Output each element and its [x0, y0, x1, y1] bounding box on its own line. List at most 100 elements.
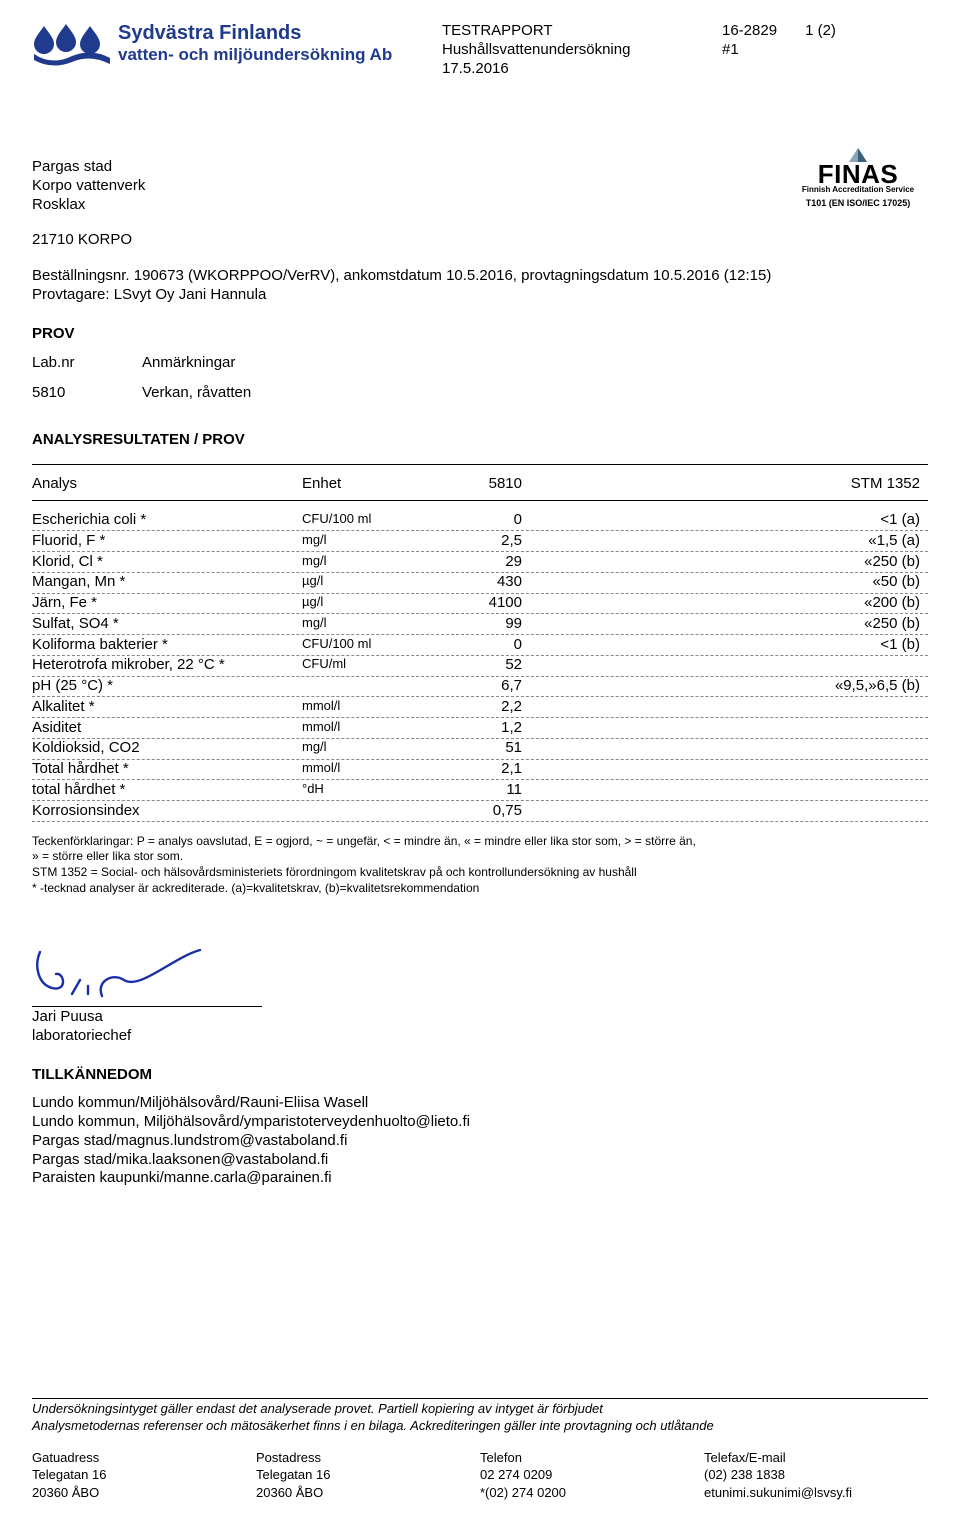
- footer-col-line: *(02) 274 0200: [480, 1484, 704, 1502]
- col-head-val: 5810: [432, 475, 552, 494]
- cell-stm: «50 (b): [552, 573, 928, 592]
- divider: [32, 500, 928, 501]
- cell-enhet: µg/l: [302, 573, 432, 592]
- cell-stm: «9,5,»6,5 (b): [552, 677, 928, 696]
- signer-title: laboratoriechef: [32, 1027, 928, 1046]
- tk-line: Pargas stad/magnus.lundstrom@vastaboland…: [32, 1132, 928, 1151]
- finas-sub: Finnish Accreditation Service: [788, 185, 928, 195]
- table-row: Järn, Fe *µg/l4100«200 (b): [32, 594, 928, 615]
- cell-value: 99: [432, 615, 552, 634]
- cell-value: 4100: [432, 594, 552, 613]
- report-number: 16-2829: [722, 22, 777, 41]
- cell-stm: <1 (a): [552, 511, 928, 530]
- cell-value: 430: [432, 573, 552, 592]
- recipient-block: Pargas stad Korpo vattenverk Rosklax 217…: [32, 158, 928, 249]
- cell-analys: Koldioksid, CO2: [32, 739, 302, 758]
- tk-list: Lundo kommun/Miljöhälsovård/Rauni-Eliisa…: [32, 1094, 928, 1188]
- table-row: Fluorid, F *mg/l2,5«1,5 (a): [32, 531, 928, 552]
- cell-stm: [552, 802, 928, 821]
- footer-col-line: 20360 ÅBO: [256, 1484, 480, 1502]
- cell-analys: total hårdhet *: [32, 781, 302, 800]
- doc-date: 17.5.2016: [442, 60, 722, 79]
- table-row: Klorid, Cl *mg/l29«250 (b): [32, 552, 928, 573]
- prov-labnr: 5810: [32, 384, 102, 403]
- droplets-logo-icon: [32, 22, 112, 66]
- tk-line: Pargas stad/mika.laaksonen@vastaboland.f…: [32, 1151, 928, 1170]
- legend-line: * -tecknad analyser är ackrediterade. (a…: [32, 881, 928, 897]
- cell-analys: Sulfat, SO4 *: [32, 615, 302, 634]
- prov-col-head: Anmärkningar: [142, 354, 928, 373]
- col-head-stm: STM 1352: [552, 475, 928, 494]
- finas-code: T101 (EN ISO/IEC 17025): [788, 198, 928, 209]
- cell-analys: Korrosionsindex: [32, 802, 302, 821]
- cell-analys: Total hårdhet *: [32, 760, 302, 779]
- cell-analys: Asiditet: [32, 719, 302, 738]
- brand-block: Sydvästra Finlands vatten- och miljöunde…: [32, 22, 442, 66]
- order-line: Provtagare: LSvyt Oy Jani Hannula: [32, 286, 928, 305]
- cell-analys: Klorid, Cl *: [32, 553, 302, 572]
- cell-value: 1,2: [432, 719, 552, 738]
- cell-analys: Fluorid, F *: [32, 532, 302, 551]
- header-right: 16-2829 #1 1 (2): [722, 22, 928, 60]
- cell-enhet: mmol/l: [302, 719, 432, 738]
- tk-line: Lundo kommun/Miljöhälsovård/Rauni-Eliisa…: [32, 1094, 928, 1113]
- cell-value: 6,7: [432, 677, 552, 696]
- footer-note-line: Analysmetodernas referenser och mätosäke…: [32, 1418, 928, 1435]
- cell-enhet: [302, 802, 432, 821]
- table-row: Sulfat, SO4 *mg/l99«250 (b): [32, 614, 928, 635]
- table-row: Mangan, Mn *µg/l430«50 (b): [32, 573, 928, 594]
- table-row: Koldioksid, CO2mg/l51: [32, 739, 928, 760]
- footer-col-line: etunimi.sukunimi@lsvsy.fi: [704, 1484, 928, 1502]
- cell-stm: [552, 719, 928, 738]
- tk-line: Lundo kommun, Miljöhälsovård/ymparistote…: [32, 1113, 928, 1132]
- footer-note: Undersökningsintyget gäller endast det a…: [32, 1401, 928, 1435]
- results-body: Escherichia coli *CFU/100 ml0<1 (a)Fluor…: [32, 511, 928, 822]
- table-row: Total hårdhet *mmol/l2,1: [32, 760, 928, 781]
- legend-line: » = större eller lika stor som.: [32, 849, 928, 865]
- cell-stm: «200 (b): [552, 594, 928, 613]
- footer-col: Telefon 02 274 0209 *(02) 274 0200: [480, 1449, 704, 1502]
- order-info: Beställningsnr. 190673 (WKORPPOO/VerRV),…: [32, 267, 928, 305]
- cell-enhet: mmol/l: [302, 698, 432, 717]
- table-row: Escherichia coli *CFU/100 ml0<1 (a): [32, 511, 928, 532]
- cell-analys: Alkalitet *: [32, 698, 302, 717]
- signer-name: Jari Puusa: [32, 1006, 262, 1027]
- page-header: Sydvästra Finlands vatten- och miljöunde…: [32, 22, 928, 78]
- cell-stm: [552, 739, 928, 758]
- table-row: Heterotrofa mikrober, 22 °C *CFU/ml52: [32, 656, 928, 677]
- footer-col-line: 20360 ÅBO: [32, 1484, 256, 1502]
- finas-label: FINAS: [788, 163, 928, 186]
- table-row: pH (25 °C) *6,7«9,5,»6,5 (b): [32, 677, 928, 698]
- order-line: Beställningsnr. 190673 (WKORPPOO/VerRV),…: [32, 267, 928, 286]
- tk-line: Paraisten kaupunki/manne.carla@parainen.…: [32, 1169, 928, 1188]
- section-prov-title: PROV: [32, 325, 928, 344]
- cell-stm: «250 (b): [552, 553, 928, 572]
- footer-col-line: Telegatan 16: [32, 1466, 256, 1484]
- footer-col: Postadress Telegatan 16 20360 ÅBO: [256, 1449, 480, 1502]
- footer-col: Gatuadress Telegatan 16 20360 ÅBO: [32, 1449, 256, 1502]
- table-row: Alkalitet *mmol/l2,2: [32, 697, 928, 718]
- footer-col-head: Telefon: [480, 1449, 704, 1467]
- doc-type: TESTRAPPORT: [442, 22, 722, 41]
- footer-col-line: (02) 238 1838: [704, 1466, 928, 1484]
- addr-code: 21710 KORPO: [32, 231, 928, 250]
- footer-note-line: Undersökningsintyget gäller endast det a…: [32, 1401, 928, 1418]
- header-center: TESTRAPPORT Hushållsvattenundersökning 1…: [442, 22, 722, 78]
- footer-col-line: 02 274 0209: [480, 1466, 704, 1484]
- table-row: Asiditetmmol/l1,2: [32, 718, 928, 739]
- doc-subtype: Hushållsvattenundersökning: [442, 41, 722, 60]
- results-header-row: Analys Enhet 5810 STM 1352: [32, 475, 928, 494]
- cell-analys: Heterotrofa mikrober, 22 °C *: [32, 656, 302, 675]
- cell-value: 0: [432, 636, 552, 655]
- table-row: Korrosionsindex 0,75: [32, 801, 928, 822]
- cell-enhet: CFU/100 ml: [302, 636, 432, 655]
- cell-value: 0,75: [432, 802, 552, 821]
- footer-divider: [32, 1398, 928, 1399]
- legend-line: STM 1352 = Social- och hälsovårdsministe…: [32, 865, 928, 881]
- cell-stm: [552, 781, 928, 800]
- legend-line: Teckenförklaringar: P = analys oavslutad…: [32, 834, 928, 850]
- cell-value: 0: [432, 511, 552, 530]
- footer-col-head: Telefax/E-mail: [704, 1449, 928, 1467]
- section-results-title: ANALYSRESULTATEN / PROV: [32, 431, 928, 450]
- cell-enhet: mg/l: [302, 739, 432, 758]
